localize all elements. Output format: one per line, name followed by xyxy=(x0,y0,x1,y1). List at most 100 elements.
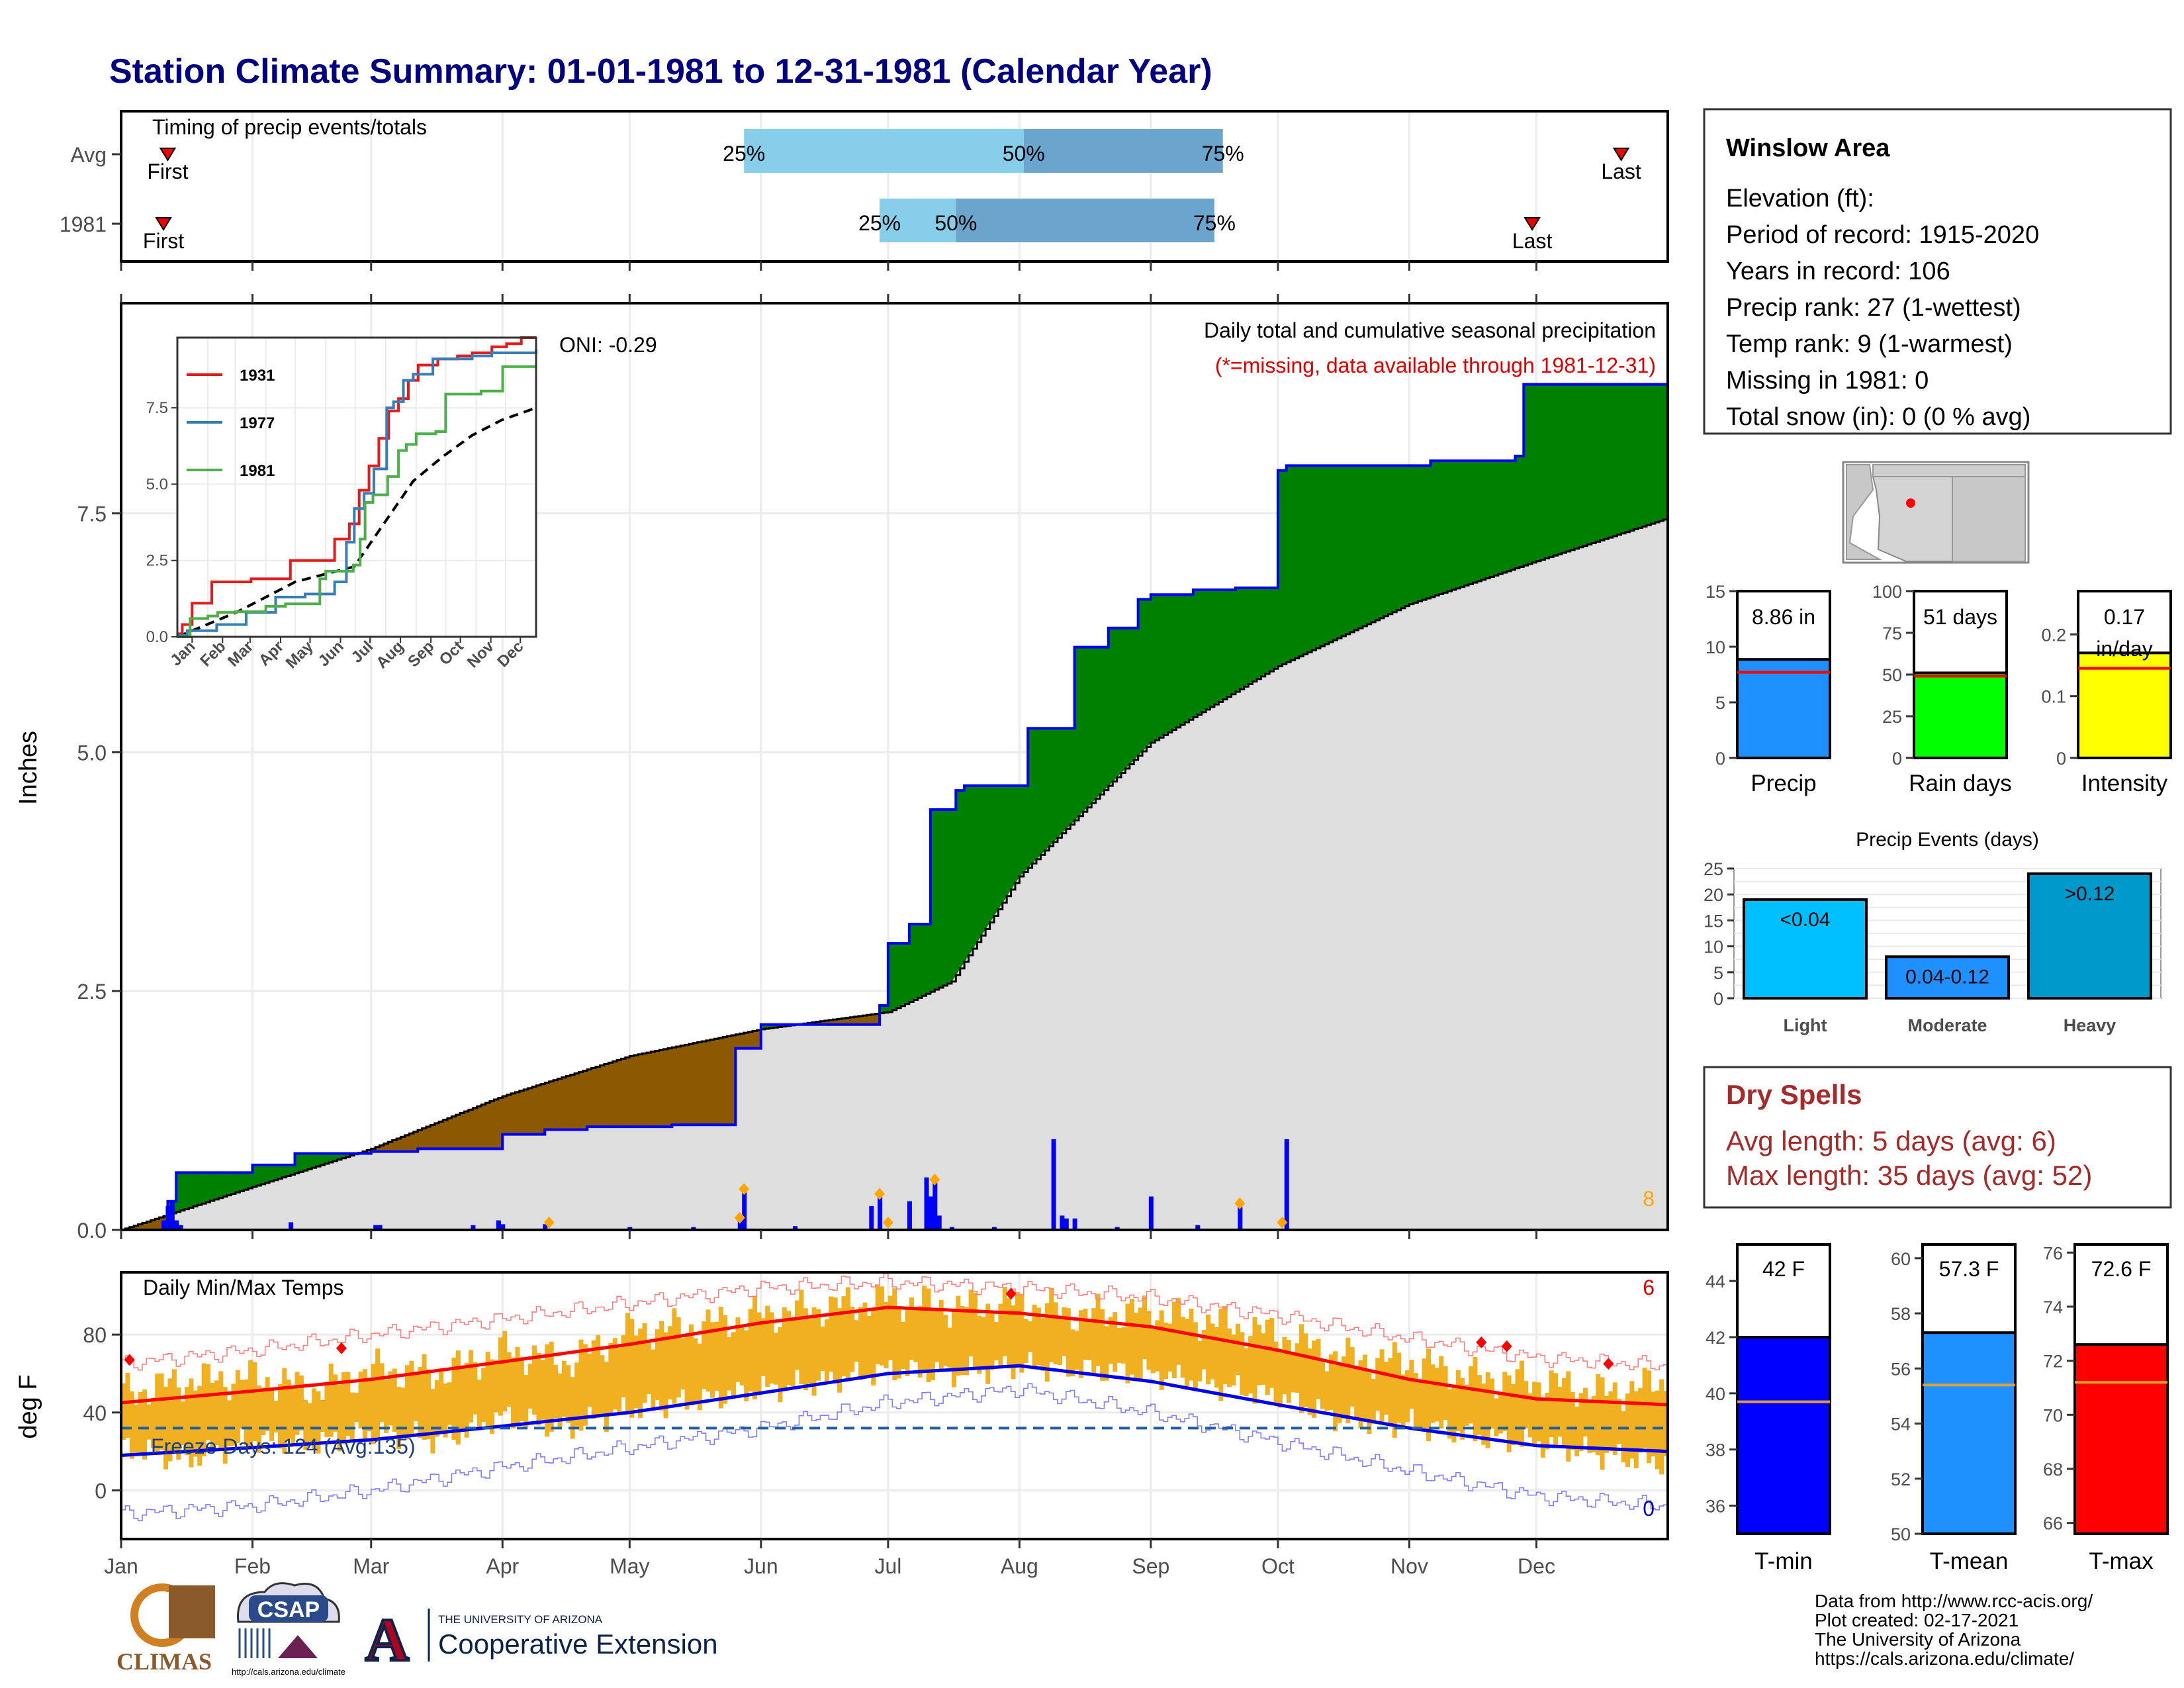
surplus-area xyxy=(1515,455,1520,569)
daily-temp-bar xyxy=(875,1286,880,1364)
daily-temp-bar xyxy=(1286,1340,1291,1403)
deficit-area xyxy=(578,1070,584,1130)
daily-temp-bar xyxy=(1129,1299,1134,1375)
daily-temp-bar xyxy=(1324,1371,1330,1411)
daily-temp-bar xyxy=(532,1345,537,1415)
daily-temp-bar xyxy=(1600,1377,1605,1470)
daily-temp-bar xyxy=(1469,1366,1474,1424)
summary-ytick-label: 0.2 xyxy=(2041,625,2066,645)
freeze-label: Freeze Days: 124 (Avg:135) xyxy=(151,1434,416,1458)
events-title: Precip Events (days) xyxy=(1856,829,2039,851)
credit-line: https://cals.arizona.edu/climate/ xyxy=(1815,1648,2074,1669)
daily-temp-bar xyxy=(744,1330,749,1401)
surplus-area xyxy=(1519,455,1524,567)
daily-temp-bar xyxy=(1418,1379,1423,1429)
summary-value-label: 0.17 xyxy=(2104,605,2145,629)
month-label: Apr xyxy=(486,1554,519,1578)
daily-precip-bar xyxy=(1051,1139,1056,1230)
deficit-area xyxy=(565,1074,570,1130)
station-frame xyxy=(1703,108,2172,435)
deficit-area xyxy=(574,1072,579,1130)
surplus-area xyxy=(303,1153,308,1171)
surplus-area xyxy=(1295,465,1300,659)
daily-temp-bar xyxy=(371,1364,376,1444)
inset-average-line xyxy=(177,406,537,638)
surplus-area xyxy=(1536,384,1541,562)
deficit-area xyxy=(701,1040,706,1125)
surplus-area xyxy=(1011,785,1016,890)
daily-temp-bar xyxy=(1638,1387,1643,1453)
daily-temp-bar xyxy=(1642,1368,1647,1448)
surplus-area xyxy=(1205,589,1210,710)
daily-precip-bar xyxy=(878,1196,883,1230)
normal-max-line xyxy=(120,1305,1668,1407)
daily-temp-bar xyxy=(404,1365,410,1440)
daily-temp-bar xyxy=(676,1317,681,1398)
surplus-area xyxy=(1371,465,1376,623)
inset-series-1931 xyxy=(177,336,536,635)
timing-p50-label: 50% xyxy=(934,211,977,235)
surplus-area xyxy=(1197,589,1202,716)
ua-logo-icon: A xyxy=(365,1606,409,1673)
daily-temp-bar xyxy=(1349,1347,1355,1407)
daily-temp-bar xyxy=(1388,1358,1393,1423)
daily-precip-bar xyxy=(500,1224,506,1230)
record-temp-marker xyxy=(1501,1340,1512,1352)
surplus-area xyxy=(1400,465,1406,609)
summary-bar-intensity xyxy=(2077,651,2172,759)
deficit-area xyxy=(651,1051,656,1127)
daily-temp-bar xyxy=(608,1342,614,1415)
daily-temp-bar xyxy=(349,1392,355,1441)
inset-legend-label: 1981 xyxy=(240,462,275,480)
summary-ytick-label: 70 xyxy=(2043,1405,2063,1425)
precip-ytick-label: 0.0 xyxy=(77,1219,107,1243)
daily-temp-bar xyxy=(638,1328,643,1418)
daily-temp-bar xyxy=(1053,1302,1058,1365)
daily-temp-bar xyxy=(1490,1378,1495,1429)
surplus-area xyxy=(298,1153,304,1172)
surplus-area xyxy=(1358,465,1363,629)
daily-temp-bar xyxy=(1146,1310,1152,1370)
surplus-area xyxy=(900,943,905,1007)
surplus-area xyxy=(1210,589,1215,708)
average-cumulative-area xyxy=(121,518,1668,1231)
surplus-area xyxy=(1146,599,1152,748)
summary-ytick-label: 50 xyxy=(1891,1524,1911,1544)
daily-temp-bar xyxy=(1167,1323,1173,1372)
deficit-area xyxy=(519,1089,524,1135)
summary-ytick-label: 50 xyxy=(1882,665,1902,685)
surplus-area xyxy=(1557,384,1563,555)
surplus-area xyxy=(1434,460,1439,596)
surplus-area xyxy=(1120,628,1126,774)
temp-corner-low: 0 xyxy=(1643,1497,1655,1521)
deficit-area xyxy=(604,1062,609,1127)
daily-temp-bar xyxy=(1066,1308,1071,1377)
surplus-area xyxy=(1057,727,1062,839)
summary-ytick-label: 5 xyxy=(1715,693,1725,713)
timing-last-marker xyxy=(1612,148,1630,162)
daily-temp-bar xyxy=(1392,1342,1397,1438)
daily-temp-bar xyxy=(1058,1316,1063,1365)
surplus-area xyxy=(201,1172,206,1204)
temp-ytick-label: 0 xyxy=(95,1479,107,1503)
daily-temp-bar xyxy=(1070,1329,1075,1377)
surplus-area xyxy=(1129,628,1134,765)
surplus-area xyxy=(1341,465,1346,637)
dry-line: Max length: 35 days (avg: 52) xyxy=(1726,1160,2092,1191)
surplus-area xyxy=(972,785,978,950)
daily-temp-bar xyxy=(926,1288,931,1382)
daily-record-marker xyxy=(1234,1197,1246,1209)
surplus-area xyxy=(1489,460,1494,577)
surplus-area xyxy=(1015,785,1020,884)
deficit-area xyxy=(693,1042,698,1125)
daily-temp-bar xyxy=(1345,1337,1351,1424)
events-category-label: Heavy xyxy=(2064,1015,2116,1035)
deficit-area xyxy=(485,1101,490,1149)
deficit-area xyxy=(659,1049,664,1127)
daily-temp-bar xyxy=(930,1309,935,1381)
daily-precip-bar xyxy=(742,1192,747,1230)
daily-temp-bar xyxy=(642,1323,647,1403)
daily-temp-bar xyxy=(545,1344,550,1437)
daily-temp-bar xyxy=(1138,1307,1143,1379)
daily-temp-bar xyxy=(1163,1323,1169,1380)
